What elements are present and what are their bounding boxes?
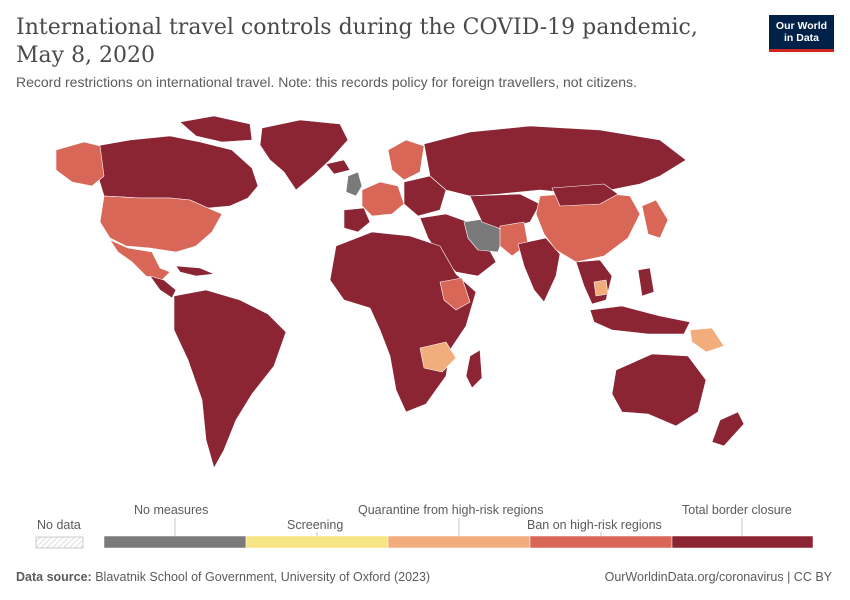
region-central-asia[interactable] xyxy=(469,193,541,231)
region-iberia[interactable] xyxy=(343,207,371,233)
legend: No data No measures Screening Quarantine… xyxy=(0,498,850,558)
region-horn-of-africa[interactable] xyxy=(439,277,471,311)
source-text: Blavatnik School of Government, Universi… xyxy=(95,570,431,584)
region-russia[interactable] xyxy=(423,125,687,197)
legend-label-screening: Screening xyxy=(287,518,344,532)
region-uk[interactable] xyxy=(345,171,363,197)
legend-label-no-measures: No measures xyxy=(134,503,209,517)
region-central-america[interactable] xyxy=(149,275,177,299)
region-iceland[interactable] xyxy=(325,159,351,175)
region-papua-new-guinea[interactable] xyxy=(689,327,725,353)
legend-swatch-no-measures[interactable] xyxy=(103,535,247,549)
legend-label-total-closure: Total border closure xyxy=(682,503,792,517)
no-data-swatch[interactable] xyxy=(35,536,84,549)
region-philippines[interactable] xyxy=(637,267,655,297)
owid-logo[interactable]: Our World in Data xyxy=(769,15,834,52)
region-greenland[interactable] xyxy=(259,119,349,191)
region-southern-africa-quarantine[interactable] xyxy=(419,341,457,373)
chart-title: International travel controls during the… xyxy=(16,15,698,68)
region-australia[interactable] xyxy=(611,353,707,427)
region-madagascar[interactable] xyxy=(465,349,483,389)
legend-swatch-ban[interactable] xyxy=(529,535,673,549)
legend-graphic xyxy=(35,518,814,549)
region-east-asia-islands[interactable] xyxy=(641,199,669,239)
legend-label-ban: Ban on high-risk regions xyxy=(527,518,662,532)
region-new-zealand[interactable] xyxy=(711,411,745,447)
region-caribbean[interactable] xyxy=(175,265,215,277)
region-south-america[interactable] xyxy=(173,289,287,469)
legend-swatch-screening[interactable] xyxy=(245,535,389,549)
region-alaska[interactable] xyxy=(55,141,105,187)
footer-source: Data source: Blavatnik School of Governm… xyxy=(16,570,430,584)
region-canada-islands[interactable] xyxy=(179,115,253,143)
logo-line-1: Our World xyxy=(775,20,828,32)
region-europe-west[interactable] xyxy=(361,181,405,217)
region-india[interactable] xyxy=(517,237,561,303)
world-map[interactable] xyxy=(0,100,850,480)
region-cambodia[interactable] xyxy=(593,279,609,297)
region-indonesia[interactable] xyxy=(589,305,691,335)
legend-swatch-quarantine[interactable] xyxy=(387,535,531,549)
region-usa[interactable] xyxy=(99,195,223,253)
region-scandinavia[interactable] xyxy=(387,139,425,181)
region-mongolia[interactable] xyxy=(551,183,619,207)
source-label: Data source: xyxy=(16,570,92,584)
legend-swatch-total-closure[interactable] xyxy=(671,535,814,549)
region-mexico[interactable] xyxy=(109,239,171,281)
logo-line-2: in Data xyxy=(783,32,819,44)
footer-url[interactable]: OurWorldinData.org/coronavirus | CC BY xyxy=(604,570,832,584)
chart-subtitle: Record restrictions on international tra… xyxy=(16,74,637,90)
legend-label-quarantine: Quarantine from high-risk regions xyxy=(358,503,544,517)
legend-label-no-data: No data xyxy=(37,518,81,532)
